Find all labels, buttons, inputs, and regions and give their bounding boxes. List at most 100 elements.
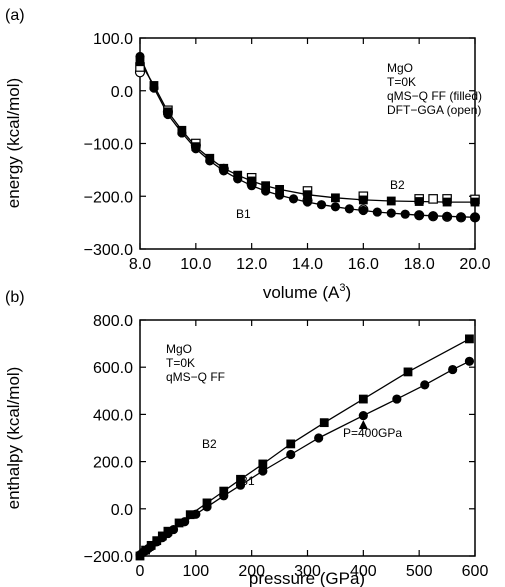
b-x-tick-label: 300 xyxy=(294,563,321,580)
a-series-b2-filled-point xyxy=(358,195,368,205)
b-series-b1-point xyxy=(420,380,430,390)
panel-a-energy-chart: (a) 8.0 10.0 12.0 14.0 16.0 18.0 20.0 100.0 0.0 −… xyxy=(4,7,491,302)
x-axis-label-b: pressure (GPa) xyxy=(249,569,365,587)
legend-b: MgO T=0K qMS−Q FF xyxy=(166,342,225,384)
b-series-b2-point xyxy=(202,498,212,508)
a-series-b2-line xyxy=(139,61,475,203)
x-axis-label-a: volume (A3) xyxy=(263,282,351,302)
axis-ticks-a: 8.0 10.0 12.0 14.0 16.0 18.0 20.0 100.0 0.0 −100.… xyxy=(84,31,491,273)
b-x-tick-label: 500 xyxy=(406,563,433,580)
b-series-b1-point xyxy=(286,449,296,460)
annotation-a-b2: B2 xyxy=(390,178,405,192)
b-series-b1-point xyxy=(464,356,475,366)
a-series-b2-open-point xyxy=(428,194,438,204)
b-y-tick-label: −200.0 xyxy=(84,549,133,566)
legend-a-line-3: qMS−Q FF (filled) xyxy=(387,89,482,103)
a-series-b2-filled-point xyxy=(149,81,159,90)
a-x-tick-label: 20.0 xyxy=(459,256,490,273)
legend-b-line-3: qMS−Q FF xyxy=(166,370,225,384)
b-x-tick-label: 600 xyxy=(462,563,489,580)
b-series-b2-point xyxy=(157,531,167,541)
a-x-tick-label: 14.0 xyxy=(292,256,323,273)
b-series-b2-point xyxy=(286,439,296,449)
a-series-b1-filled-point xyxy=(372,207,382,217)
b-series-b2-point xyxy=(236,474,245,484)
axis-ticks-b: 0 100 200 300 400 500 600 800.0 600.0 400.0 200.0 0… xyxy=(84,313,489,580)
a-series-b2-filled-point xyxy=(470,197,480,207)
b-y-tick-label: 0.0 xyxy=(111,502,133,519)
x-axis-label-a-sup: 3 xyxy=(339,282,345,294)
b-y-tick-label: 200.0 xyxy=(93,455,133,472)
legend-a-line-2: T=0K xyxy=(387,75,416,89)
a-x-tick-label: 12.0 xyxy=(236,256,267,273)
a-series-b1-filled-point xyxy=(358,205,368,216)
b-series-b2-point xyxy=(174,518,184,528)
a-x-tick-label: 16.0 xyxy=(348,256,379,273)
a-series-b2-filled-point xyxy=(442,197,452,207)
a-series-b2-filled-point xyxy=(233,170,243,180)
b-y-tick-label: 600.0 xyxy=(93,360,133,377)
a-y-tick-label: −300.0 xyxy=(84,242,133,259)
a-series-b1-filled-point xyxy=(316,200,327,210)
b-series-b2-point xyxy=(135,551,145,561)
legend-a: MgO T=0K qMS−Q FF (filled) DFT−GGA (open… xyxy=(387,61,482,117)
b-series-b1-point xyxy=(314,433,324,443)
a-x-tick-label: 18.0 xyxy=(404,256,435,273)
b-transition-marker xyxy=(358,420,368,430)
panel-label-b: (b) xyxy=(5,289,25,306)
annotation-b-pressure: P=400GPa xyxy=(343,426,402,440)
a-series-b2-filled-point xyxy=(275,184,284,194)
a-series-b1-filled-point xyxy=(386,208,396,218)
b-series-b1-point xyxy=(358,410,368,421)
plot-frame-a xyxy=(139,37,476,250)
a-series-b1-filled-point xyxy=(330,202,341,212)
b-series-b2-point xyxy=(358,394,368,404)
a-series-b1-filled-point xyxy=(470,212,480,222)
b-series-b2-point xyxy=(185,510,195,520)
legend-a-line-4: DFT−GGA (open) xyxy=(387,103,481,117)
a-series-b2-filled-point xyxy=(331,193,340,203)
a-series-b1-filled-point xyxy=(456,212,466,222)
b-series-b2-point xyxy=(146,540,156,550)
b-series-b2-point xyxy=(152,536,162,546)
b-x-tick-label: 200 xyxy=(238,563,265,580)
a-y-tick-label: −200.0 xyxy=(84,189,133,206)
a-series-b2-filled-point xyxy=(135,57,145,67)
legend-b-line-1: MgO xyxy=(166,342,192,356)
b-y-tick-label: 800.0 xyxy=(93,313,133,330)
a-series-b1-filled-point xyxy=(288,194,299,204)
b-series-b1-point xyxy=(392,394,402,404)
a-series-b2-filled-point xyxy=(414,197,424,206)
a-series-b1-filled-point xyxy=(442,211,452,221)
a-x-tick-label: 10.0 xyxy=(180,256,211,273)
series-layer-b xyxy=(135,334,475,561)
x-axis-label-a-main: volume (A xyxy=(263,283,340,302)
b-series-b1-line xyxy=(139,360,470,556)
b-series-b2-point xyxy=(163,526,173,536)
annotation-a-b1: B1 xyxy=(236,207,251,221)
b-y-tick-label: 400.0 xyxy=(93,407,133,424)
a-series-b1-filled-point xyxy=(428,211,438,221)
b-series-b2-point xyxy=(258,459,268,469)
a-series-b2-filled-point xyxy=(386,196,396,206)
b-series-b2-point xyxy=(141,545,150,555)
y-axis-label-b: enthalpy (kcal/mol) xyxy=(4,367,23,510)
b-series-b2-point xyxy=(403,367,413,377)
b-series-b2-point xyxy=(465,334,474,344)
a-series-b2-filled-point xyxy=(177,125,187,135)
a-y-tick-label: −100.0 xyxy=(84,137,133,154)
legend-b-line-2: T=0K xyxy=(166,356,195,370)
panel-label-a: (a) xyxy=(5,7,25,24)
a-series-b1-filled-point xyxy=(414,210,424,220)
a-series-b1-filled-point xyxy=(400,209,410,219)
a-series-b2-filled-point xyxy=(163,107,173,117)
a-series-b1-filled-point xyxy=(344,204,354,214)
a-x-tick-label: 8.0 xyxy=(129,256,151,273)
a-y-tick-label: 100.0 xyxy=(93,31,133,48)
b-x-tick-label: 100 xyxy=(182,563,209,580)
a-series-b2-filled-point xyxy=(261,181,271,191)
a-y-tick-label: 0.0 xyxy=(111,84,133,101)
legend-a-line-1: MgO xyxy=(387,61,413,75)
y-axis-label-a: energy (kcal/mol) xyxy=(4,78,23,208)
